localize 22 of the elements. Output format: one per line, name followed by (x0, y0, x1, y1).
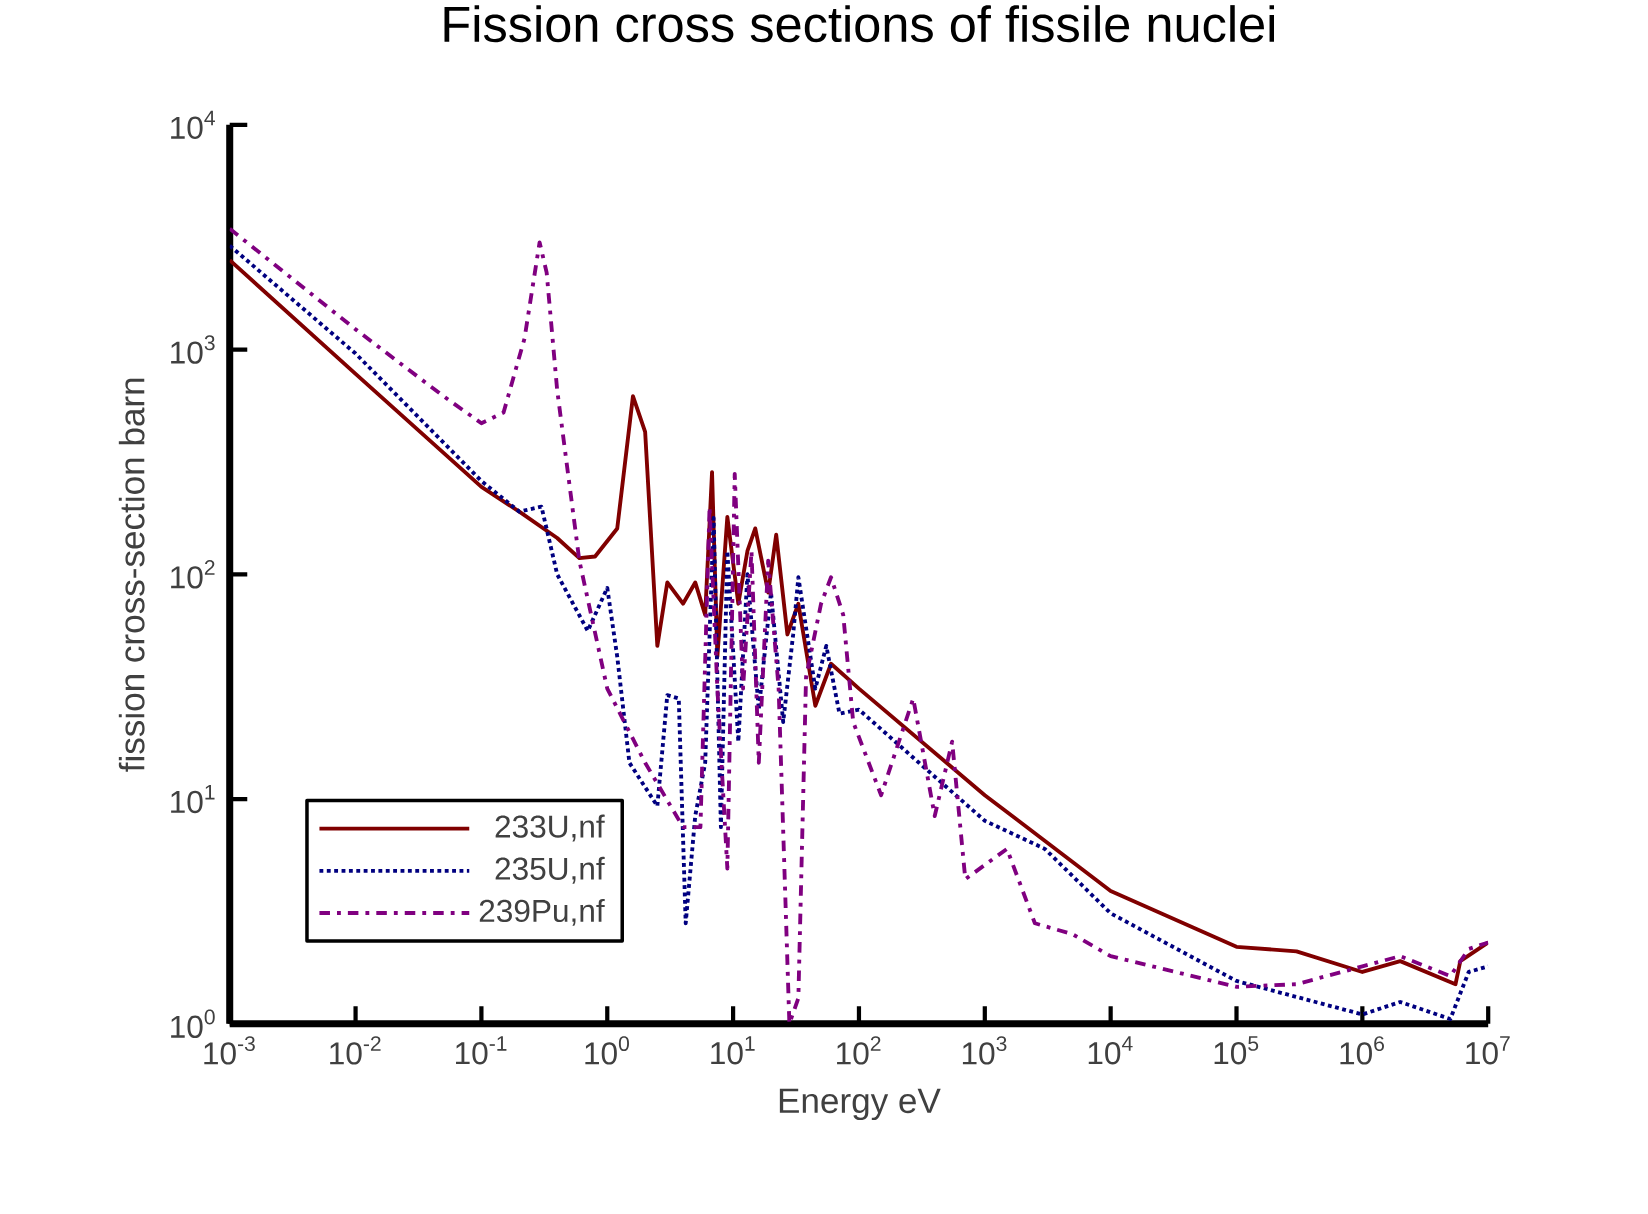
legend-label: 233U,nf (495, 814, 605, 842)
x-tick-label: 10$^{4}$ (1088, 1036, 1133, 1065)
x-tick-label: 10$^{6}$ (1340, 1036, 1384, 1065)
x-tick-label: 10$^{-1}$ (456, 1036, 507, 1065)
x-tick-label: 10$^{7}$ (1466, 1036, 1510, 1065)
y-tick-label: 10$^{2}$ (171, 560, 215, 589)
x-axis-title: Energy eV (779, 1088, 941, 1121)
x-tick-label: 10$^{2}$ (837, 1036, 881, 1065)
y-tick-label: 10$^{0}$ (171, 1009, 215, 1039)
legend-label: 239Pu,nf (479, 899, 605, 927)
y-tick-label: 10$^{1}$ (171, 785, 215, 814)
chart-title: Fission cross sections of fissile nuclei (444, 5, 1274, 43)
y-tick-label: 10$^{3}$ (171, 335, 215, 365)
x-tick-label: 10$^{3}$ (962, 1036, 1007, 1065)
x-tick-label: 10$^{5}$ (1214, 1036, 1259, 1065)
y-tick-label: 10$^{4}$ (171, 110, 215, 140)
x-tick-label: 10$^{0}$ (585, 1036, 629, 1065)
y-axis-title: fission cross-section barn (118, 378, 145, 773)
x-tick-label: 10$^{-3}$ (204, 1036, 255, 1065)
legend-label: 235U,nf (495, 857, 605, 884)
x-tick-label: 10$^{-2}$ (330, 1036, 381, 1065)
x-tick-label: 10$^{1}$ (711, 1036, 755, 1065)
